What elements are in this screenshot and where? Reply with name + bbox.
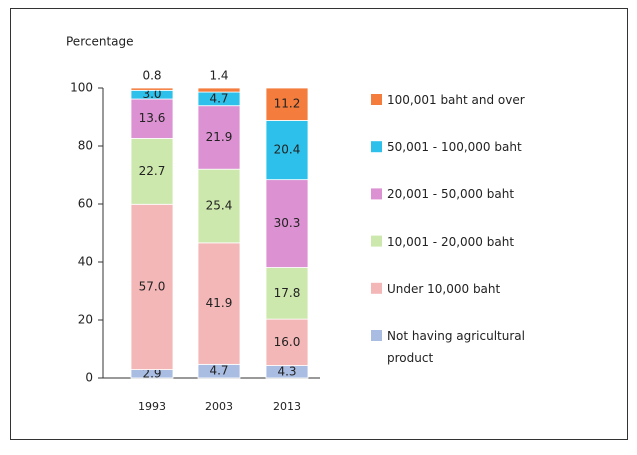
bar-segment (197, 242, 241, 365)
bar-segment (265, 318, 309, 366)
data-label: 17.8 (274, 286, 301, 300)
data-label: 20.4 (274, 143, 301, 157)
y-tick-label: 80 (78, 139, 93, 153)
legend-label: 20,001 - 50,000 baht (387, 187, 515, 202)
x-tick-label: 2013 (273, 400, 301, 413)
legend-label: 10,001 - 20,000 baht (387, 234, 515, 249)
bar-segment (130, 138, 174, 205)
bar-segment (197, 105, 241, 170)
y-tick-label: 100 (70, 81, 93, 95)
data-label: 13.6 (139, 111, 166, 125)
legend-label: 100,001 baht and over (387, 93, 525, 107)
data-label: 4.3 (277, 364, 296, 378)
y-tick-label: 20 (78, 313, 93, 327)
data-label: 4.7 (209, 364, 228, 378)
bar-segment (265, 267, 309, 320)
data-label: 0.8 (142, 69, 161, 83)
legend-swatch (371, 235, 382, 247)
legend-label: 50,001 - 100,000 baht (387, 140, 522, 155)
bar-segment (130, 98, 174, 139)
y-tick-label: 40 (78, 255, 93, 269)
bar-segment (197, 87, 241, 93)
legend-label: Under 10,000 baht (387, 281, 501, 296)
data-label: 41.9 (206, 296, 233, 310)
y-tick-label: 60 (78, 197, 93, 211)
data-label: 21.9 (206, 130, 233, 144)
frame (10, 8, 628, 440)
data-label: 22.7 (139, 164, 166, 178)
data-label: 16.0 (274, 335, 301, 349)
x-tick-label: 2003 (205, 400, 233, 413)
legend-swatch (371, 188, 382, 200)
bar-segment (265, 120, 309, 181)
x-tick-label: 1993 (138, 400, 166, 413)
data-label: 25.4 (206, 199, 233, 213)
bar-segment (130, 203, 174, 370)
data-label: 1.4 (209, 69, 228, 83)
bar-segment (265, 87, 309, 121)
legend-label: Not having agricultural product (387, 329, 525, 365)
y-tick-label: 0 (85, 371, 93, 385)
legend-swatch (371, 141, 382, 153)
legend-swatch (371, 330, 382, 341)
bar-segment (197, 168, 241, 244)
data-label: 30.3 (274, 216, 301, 230)
data-label: 4.7 (209, 91, 228, 105)
data-label: 11.2 (274, 97, 301, 111)
y-axis-label: Percentage (66, 35, 134, 49)
bar-segment (265, 179, 309, 268)
data-label: 57.0 (139, 279, 166, 293)
legend-swatch (371, 94, 382, 105)
legend-swatch (371, 282, 382, 294)
bar-segment (130, 87, 174, 91)
